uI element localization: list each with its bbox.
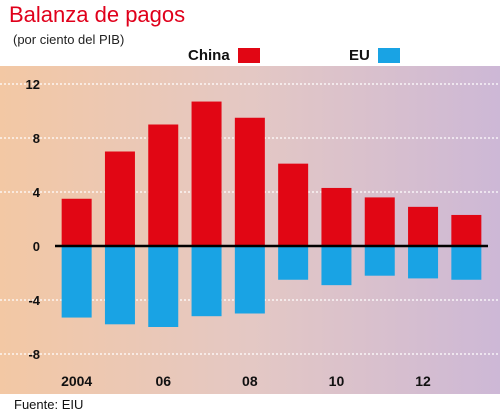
chart-title: Balanza de pagos — [9, 2, 186, 27]
bar-eu-2006 — [148, 246, 179, 327]
bars — [61, 101, 482, 327]
x-axis-labels: 2004 06 08 10 12 — [61, 373, 431, 389]
bar-eu-2012 — [408, 246, 439, 279]
bar-china-2007 — [191, 101, 222, 246]
bar-china-2006 — [148, 124, 179, 246]
bar-china-2009 — [278, 163, 309, 246]
y-tick-label: 0 — [33, 239, 40, 254]
bar-china-2011 — [364, 197, 395, 246]
x-tick-label: 10 — [329, 373, 345, 389]
bar-eu-2011 — [364, 246, 395, 276]
bar-china-2005 — [104, 151, 135, 246]
source-note: Fuente: EIU — [14, 397, 84, 412]
bar-china-2010 — [321, 187, 352, 246]
legend-label-eu: EU — [349, 46, 370, 64]
bar-eu-2009 — [278, 246, 309, 280]
legend-label-china: China — [188, 46, 230, 64]
bar-eu-2013 — [451, 246, 482, 280]
y-tick-label: -8 — [28, 347, 40, 362]
bar-china-2013 — [451, 214, 482, 246]
bar-eu-2004 — [61, 246, 92, 318]
x-tick-label: 2004 — [61, 373, 92, 389]
bar-eu-2007 — [191, 246, 222, 317]
y-tick-label: 8 — [33, 131, 40, 146]
x-tick-label: 08 — [242, 373, 258, 389]
legend-item-china: China — [188, 44, 260, 66]
legend-item-eu: EU — [349, 44, 400, 66]
bar-eu-2005 — [104, 246, 135, 325]
chart-plot: -8 -4 0 4 8 12 2004 06 08 10 12 — [0, 66, 500, 394]
y-tick-label: -4 — [28, 293, 40, 308]
legend-swatch-china — [237, 47, 260, 63]
x-tick-label: 12 — [415, 373, 431, 389]
bar-eu-2008 — [234, 246, 265, 314]
y-axis-labels: -8 -4 0 4 8 12 — [26, 77, 41, 362]
x-tick-label: 06 — [155, 373, 171, 389]
bar-china-2004 — [61, 198, 92, 246]
bar-china-2008 — [234, 117, 265, 246]
y-tick-label: 4 — [33, 185, 41, 200]
y-tick-label: 12 — [26, 77, 40, 92]
bar-eu-2010 — [321, 246, 352, 286]
chart-subtitle: (por ciento del PIB) — [13, 32, 125, 47]
bar-china-2012 — [408, 206, 439, 246]
legend-swatch-eu — [377, 47, 400, 63]
